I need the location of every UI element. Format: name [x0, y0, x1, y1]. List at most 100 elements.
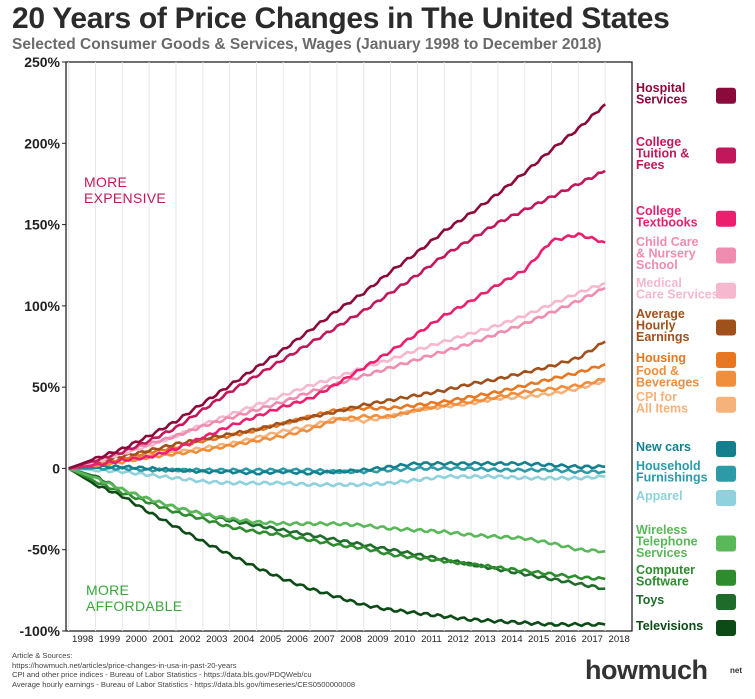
shirt-icon: [716, 490, 736, 506]
sources-line: CPI and other price indices - Bureau of …: [12, 670, 312, 679]
computer-icon: [716, 569, 736, 586]
y-tick-label: 100%: [24, 298, 60, 314]
x-tick-label: 2018: [609, 634, 630, 645]
y-tick-label: 0: [52, 460, 60, 476]
x-tick-label: 2010: [394, 634, 415, 645]
series-label: New cars: [636, 440, 691, 454]
x-tick-label: 2015: [528, 634, 549, 645]
series-line: [68, 169, 606, 470]
sources-line: https://howmuch.net/articles/price-chang…: [12, 660, 237, 670]
series-label: All Items: [636, 402, 688, 416]
x-tick-label: 2016: [555, 634, 576, 645]
x-tick-label: 1998: [72, 634, 93, 645]
series-label: School: [636, 258, 678, 272]
furniture-icon: [716, 465, 736, 482]
annotation-label: EXPENSIVE: [84, 190, 166, 206]
x-tick-label: 2008: [340, 634, 361, 645]
sources-line: Average hourly earnings - Bureau of Labo…: [12, 679, 356, 689]
series-label: Hospital: [636, 81, 685, 95]
series-label: Televisions: [636, 619, 703, 633]
food-icon: [716, 370, 736, 387]
x-tick-label: 2007: [313, 634, 334, 645]
series-line: [68, 377, 606, 470]
series-label: Hourly: [636, 319, 676, 333]
series-line: [68, 103, 607, 470]
x-tick-label: 2011: [421, 634, 442, 645]
x-tick-label: 2014: [501, 634, 523, 645]
series-line: [68, 460, 606, 476]
series-line: [68, 467, 606, 488]
x-tick-label: 2006: [287, 634, 308, 645]
series-label: Toys: [636, 593, 664, 607]
series-label: CPI for: [636, 390, 677, 404]
howmuch-logo-suffix: net: [730, 666, 742, 675]
phone-wifi-icon: [716, 535, 736, 552]
plot-frame: [65, 61, 633, 632]
series-label: Housing: [636, 351, 686, 365]
annotation-label: MORE: [84, 174, 127, 190]
house-icon: [716, 352, 736, 368]
y-tick-label: -100%: [20, 623, 61, 639]
annotation-label: AFFORDABLE: [86, 598, 182, 614]
series-label: Wireless: [636, 523, 687, 537]
x-tick-label: 2013: [474, 634, 495, 645]
series-label: Care Services: [636, 288, 719, 302]
toys-icon: [716, 594, 736, 610]
sources-text: Article & Sources: https://howmuch.net/a…: [12, 651, 355, 689]
series-label: Telephone: [636, 535, 698, 549]
series-label: Software: [636, 575, 689, 589]
series-label: Child Care: [636, 235, 699, 249]
series-label: Household: [636, 459, 701, 473]
x-tick-label: 2001: [152, 634, 173, 645]
family-icon: [716, 247, 736, 264]
series-label: Average: [636, 307, 685, 321]
x-tick-label: 2012: [448, 634, 469, 645]
series-label: Beverages: [636, 376, 699, 390]
x-tick-label: 2002: [179, 634, 200, 645]
series-label: Medical: [636, 276, 682, 290]
series-label: Computer: [636, 563, 695, 577]
series-line: [68, 340, 606, 470]
x-tick-label: 2005: [260, 634, 281, 645]
x-tick-label: 1999: [99, 634, 120, 645]
y-tick-label: 150%: [24, 217, 60, 233]
y-tick-label: -50%: [27, 542, 60, 558]
series-line: [68, 286, 606, 470]
x-tick-label: 2009: [367, 634, 388, 645]
series-line: [68, 467, 606, 628]
y-tick-label: 50%: [32, 379, 61, 395]
series-label: Services: [636, 93, 687, 107]
series-line: [68, 232, 606, 470]
series-label: Furnishings: [636, 471, 708, 485]
series-label: Food &: [636, 364, 679, 378]
medical-plus-icon: [716, 282, 736, 299]
y-tick-label: 250%: [24, 54, 60, 70]
x-tick-label: 2004: [233, 634, 255, 645]
series-label: Tuition &: [636, 147, 689, 161]
tv-icon: [716, 620, 736, 636]
price-tag-icon: [716, 396, 736, 413]
sources-line: Article & Sources:: [12, 651, 73, 660]
howmuch-logo: howmuch: [585, 655, 708, 685]
graduation-cap-icon: [716, 147, 736, 164]
series-line: [68, 467, 606, 554]
books-icon: [716, 210, 736, 227]
car-icon: [716, 441, 736, 457]
series-label: Services: [636, 546, 687, 560]
series-label: Fees: [636, 158, 665, 172]
annotation-label: MORE: [86, 582, 129, 598]
series-label: Earnings: [636, 330, 690, 344]
series-label: Textbooks: [636, 216, 698, 230]
x-tick-label: 2017: [582, 634, 603, 645]
series-label: Apparel: [636, 489, 683, 503]
series-label: College: [636, 135, 681, 149]
heart-pulse-icon: [716, 87, 736, 104]
series-label: College: [636, 204, 681, 218]
y-tick-label: 200%: [24, 135, 60, 151]
x-tick-label: 2003: [206, 634, 227, 645]
series-line: [68, 467, 606, 581]
chart-subtitle: Selected Consumer Goods & Services, Wage…: [12, 36, 602, 53]
x-tick-label: 2000: [126, 634, 147, 645]
series-label: & Nursery: [636, 247, 696, 261]
clock-dollar-icon: [716, 319, 736, 336]
